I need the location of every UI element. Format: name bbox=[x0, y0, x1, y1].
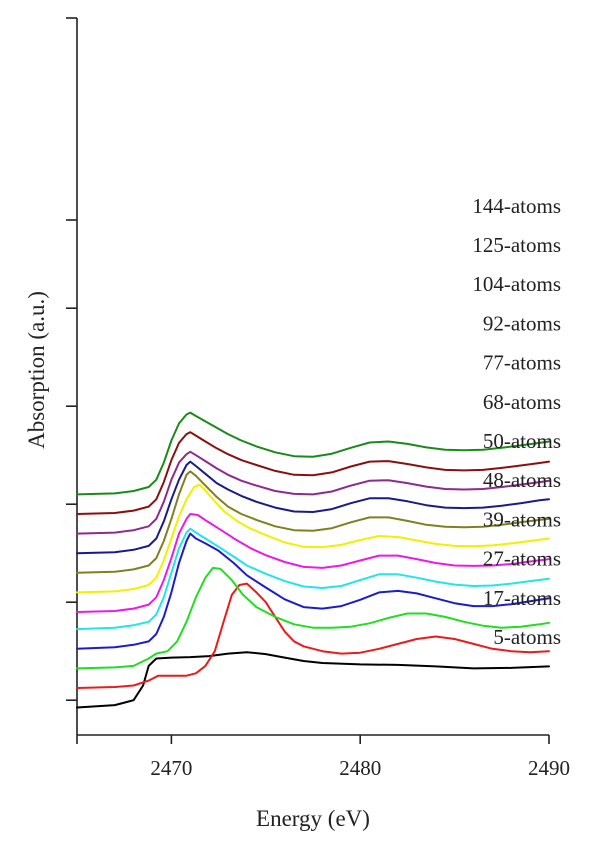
series-label-5-atoms: 5-atoms bbox=[493, 625, 561, 649]
series-label-92-atoms: 92-atoms bbox=[483, 311, 561, 335]
x-ticks: 2470 2480 2490 bbox=[76, 735, 570, 780]
series-label-27-atoms: 27-atoms bbox=[483, 547, 561, 571]
series-line-5-atoms bbox=[76, 651, 550, 709]
series-label-39-atoms: 39-atoms bbox=[483, 507, 561, 531]
x-tick-label-2490: 2490 bbox=[528, 756, 570, 780]
series-label-144-atoms: 144-atoms bbox=[472, 194, 561, 218]
x-tick-label-2470: 2470 bbox=[150, 756, 192, 780]
y-axis-title: Absorption (a.u.) bbox=[24, 291, 49, 449]
series-label-68-atoms: 68-atoms bbox=[483, 390, 561, 414]
series-label-17-atoms: 17-atoms bbox=[483, 586, 561, 610]
axes bbox=[76, 18, 549, 736]
x-tick-label-2480: 2480 bbox=[339, 756, 381, 780]
series-label-104-atoms: 104-atoms bbox=[472, 272, 561, 296]
series-line-50-atoms bbox=[76, 513, 550, 613]
series-lines bbox=[76, 411, 550, 709]
series-label-48-atoms: 48-atoms bbox=[483, 468, 561, 492]
series-line-144-atoms bbox=[76, 411, 550, 496]
y-ticks bbox=[66, 17, 77, 702]
series-label-125-atoms: 125-atoms bbox=[472, 233, 561, 257]
series-line-92-atoms bbox=[76, 460, 550, 555]
series-line-39-atoms bbox=[76, 532, 550, 650]
series-line-27-atoms bbox=[76, 566, 550, 670]
series-line-125-atoms bbox=[76, 431, 550, 515]
series-label-50-atoms: 50-atoms bbox=[483, 429, 561, 453]
series-labels: 5-atoms 17-atoms 27-atoms 39-atoms 48-atoms 5… bbox=[472, 194, 561, 649]
series-line-77-atoms bbox=[76, 470, 550, 574]
x-axis-title: Energy (eV) bbox=[256, 806, 370, 831]
series-line-68-atoms bbox=[76, 483, 550, 594]
series-line-104-atoms bbox=[76, 450, 550, 535]
series-line-48-atoms bbox=[76, 527, 550, 631]
series-label-77-atoms: 77-atoms bbox=[483, 351, 561, 375]
